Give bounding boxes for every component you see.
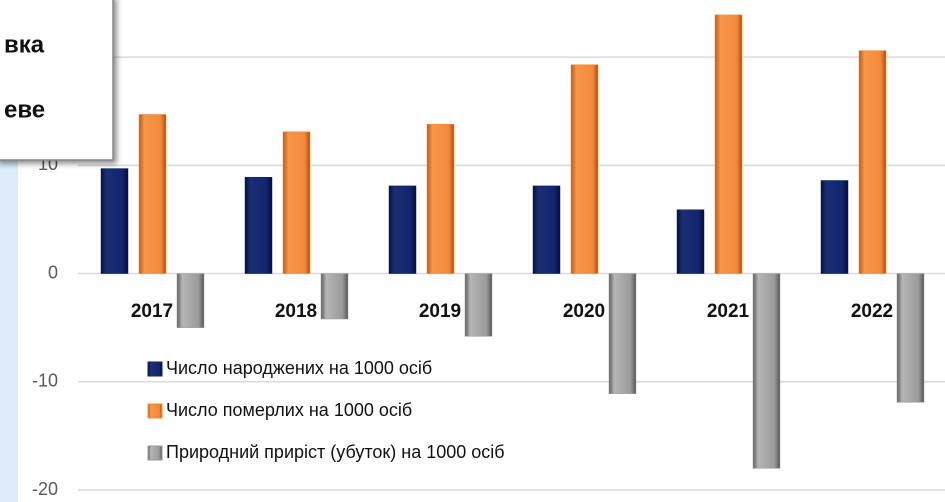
x-tick-label: 2017 xyxy=(131,301,173,322)
title-box-frame xyxy=(0,0,114,161)
legend-label: Природний приріст (убуток) на 1000 осіб xyxy=(166,442,505,462)
legend: Число народжених на 1000 осіб Число помер… xyxy=(147,358,505,462)
bar xyxy=(820,180,849,274)
bar xyxy=(426,123,455,274)
bar xyxy=(464,273,493,337)
title-fragment: еве xyxy=(4,96,45,123)
y-tick-label: -20 xyxy=(32,479,58,499)
legend-swatch xyxy=(147,403,163,419)
bar xyxy=(608,273,637,394)
title-fragment: вка xyxy=(4,31,45,58)
bar xyxy=(320,273,349,320)
bar xyxy=(714,14,743,274)
bar xyxy=(244,176,273,274)
labels: 2017 2018 2019 2020 2021 2022 xyxy=(131,301,893,322)
bar xyxy=(282,131,311,274)
legend-swatch xyxy=(147,361,163,377)
y-tick-label: -10 xyxy=(32,371,58,391)
bar xyxy=(388,185,417,274)
x-tick-label: 2020 xyxy=(563,301,605,322)
legend-label: Число померлих на 1000 осіб xyxy=(166,400,412,420)
y-tick-label: 0 xyxy=(48,262,58,282)
x-tick-label: 2018 xyxy=(275,301,317,322)
bar xyxy=(100,168,129,274)
bars xyxy=(100,14,925,469)
bar xyxy=(896,273,925,403)
x-tick-label: 2019 xyxy=(419,301,461,322)
legend-swatch xyxy=(147,445,163,461)
bar xyxy=(676,209,705,274)
bar xyxy=(138,114,167,274)
legend-label: Число народжених на 1000 осіб xyxy=(166,358,432,378)
bar xyxy=(570,64,599,274)
bar xyxy=(176,273,205,328)
bar xyxy=(532,185,561,274)
title-box: вка еве xyxy=(0,0,114,161)
x-tick-label: 2021 xyxy=(707,301,750,322)
bar xyxy=(752,273,781,469)
x-tick-label: 2022 xyxy=(851,301,893,322)
bar xyxy=(858,50,887,274)
